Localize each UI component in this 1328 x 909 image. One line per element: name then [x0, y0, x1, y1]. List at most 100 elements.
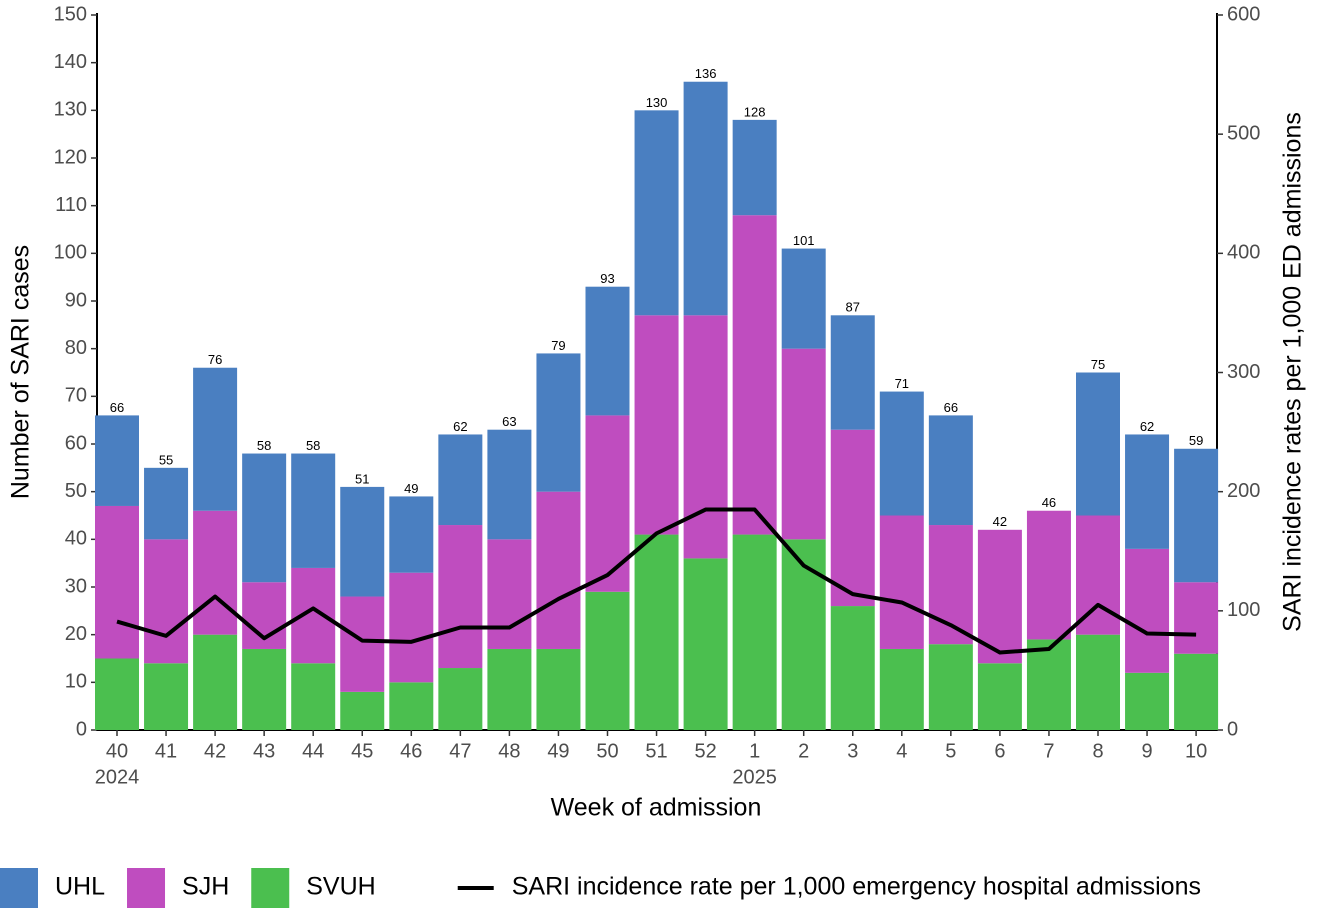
y-tick-label: 70 — [65, 385, 87, 407]
y2-tick-label: 500 — [1227, 122, 1260, 144]
y-tick-label: 130 — [54, 99, 87, 121]
total-label: 49 — [404, 481, 418, 496]
bar-segment — [928, 415, 973, 526]
bar-segment — [438, 668, 483, 730]
x-tick-label: 6 — [994, 740, 1005, 762]
x-tick-label: 3 — [847, 740, 858, 762]
bar-segment — [1174, 653, 1219, 730]
y-tick-label: 50 — [65, 480, 87, 502]
total-label: 55 — [159, 452, 173, 467]
bar-segment — [389, 572, 434, 683]
y-tick-label: 60 — [65, 432, 87, 454]
bar-segment — [242, 648, 287, 730]
legend-label: UHL — [55, 873, 105, 901]
bar-segment — [585, 591, 630, 730]
total-label: 51 — [355, 471, 369, 486]
bar-segment — [977, 663, 1022, 730]
x-tick-label: 47 — [449, 740, 471, 762]
total-label: 101 — [793, 233, 815, 248]
bar-segment — [683, 558, 728, 730]
bar-segment — [634, 110, 679, 316]
total-label: 128 — [744, 104, 766, 119]
bar-segment — [683, 81, 728, 316]
bar-segment — [683, 315, 728, 559]
bar-segment — [291, 663, 336, 730]
bar-segment — [340, 691, 385, 730]
y-axis-title: Number of SARI cases — [7, 245, 35, 499]
bar-segment — [1076, 372, 1120, 516]
y-tick-label: 0 — [76, 718, 87, 740]
total-label: 130 — [646, 95, 668, 110]
bar-segment — [438, 434, 483, 526]
y-tick-label: 80 — [65, 337, 87, 359]
legend-label: SARI incidence rate per 1,000 emergency … — [512, 873, 1201, 901]
bar-segment — [634, 315, 679, 535]
total-label: 66 — [110, 400, 124, 415]
total-label: 62 — [1140, 419, 1154, 434]
x-tick-label: 40 — [106, 740, 128, 762]
bar-segment — [879, 515, 924, 649]
y-tick-label: 10 — [65, 671, 87, 693]
x-tick-label: 46 — [400, 740, 422, 762]
bar-segment — [634, 534, 679, 730]
bar-segment — [536, 648, 581, 730]
x-tick-label: 49 — [547, 740, 569, 762]
legend-swatch — [251, 868, 290, 908]
bar-segment — [487, 648, 532, 730]
x-tick-label: 2 — [798, 740, 809, 762]
bar-segment — [487, 429, 532, 540]
total-label: 87 — [846, 300, 860, 315]
y-tick-label: 100 — [54, 242, 87, 264]
y2-tick-label: 0 — [1227, 718, 1238, 740]
bar-segment — [438, 525, 483, 669]
x-tick-label: 5 — [945, 740, 956, 762]
x-tick-label: 4 — [896, 740, 907, 762]
y2-tick-label: 300 — [1227, 361, 1260, 383]
bar-segment — [193, 634, 238, 730]
y-tick-label: 40 — [65, 528, 87, 550]
legend-swatch — [0, 868, 38, 908]
x-tick-label: 7 — [1043, 740, 1054, 762]
bar-segment — [144, 663, 189, 730]
y-tick-label: 90 — [65, 289, 87, 311]
x-tick-label: 52 — [694, 740, 716, 762]
bar-segment — [95, 658, 139, 730]
bar-segment — [242, 453, 287, 583]
total-label: 66 — [944, 400, 958, 415]
x-tick-label: 44 — [302, 740, 324, 762]
bar-segment — [1174, 582, 1219, 654]
bar-segment — [830, 606, 875, 730]
bar-segment — [879, 391, 924, 516]
bar-segment — [487, 539, 532, 649]
y-tick-label: 110 — [55, 194, 87, 216]
total-label: 71 — [895, 376, 909, 391]
x-tick-label: 1 — [749, 740, 760, 762]
x-tick-label: 42 — [204, 740, 226, 762]
year-label: 2025 — [732, 766, 777, 788]
y-tick-label: 20 — [65, 623, 87, 645]
y-tick-label: 150 — [54, 3, 87, 25]
bar-segment — [1026, 639, 1071, 730]
bar-segment — [1026, 510, 1071, 640]
year-label: 2024 — [95, 766, 140, 788]
x-tick-label: 8 — [1092, 740, 1103, 762]
bar-segment — [1174, 448, 1219, 583]
line-series — [116, 507, 1197, 655]
bar-segment — [585, 286, 630, 416]
bar-segment — [830, 315, 875, 430]
y-tick-label: 120 — [54, 146, 87, 168]
legend-label: SVUH — [306, 873, 375, 901]
total-label: 58 — [306, 438, 320, 453]
bar-segment — [977, 529, 1022, 664]
bar-segment — [144, 539, 189, 664]
bar-segment — [389, 682, 434, 730]
bar-segment — [340, 596, 385, 692]
bar-segment — [830, 429, 875, 607]
bar-segment — [781, 539, 826, 730]
x-tick-label: 41 — [155, 740, 177, 762]
bar-segment — [1125, 434, 1170, 549]
bar-segment — [291, 453, 336, 568]
x-tick-label: 50 — [596, 740, 618, 762]
legend-swatch — [127, 868, 166, 908]
